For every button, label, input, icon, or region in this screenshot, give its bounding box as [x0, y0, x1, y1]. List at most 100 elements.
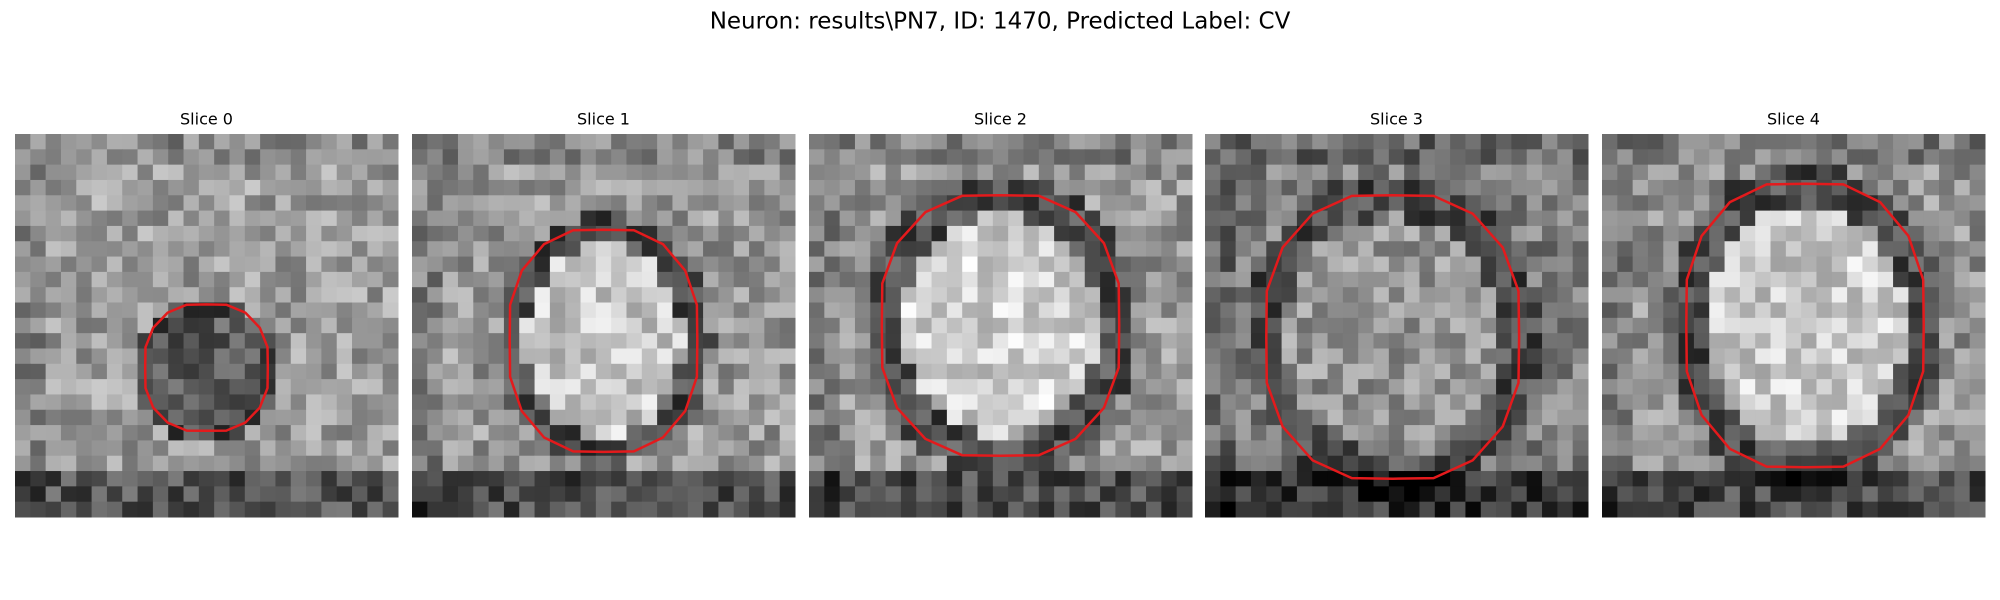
pixel: [15, 363, 31, 380]
pixel: [1632, 486, 1649, 503]
pixel: [76, 486, 93, 503]
pixel: [473, 440, 490, 457]
pixel: [1617, 210, 1634, 227]
pixel: [519, 271, 536, 288]
pixel: [1465, 425, 1482, 441]
pixel: [198, 287, 215, 304]
pixel: [442, 271, 459, 288]
pixel: [1785, 394, 1802, 411]
pixel: [1176, 348, 1193, 365]
pixel: [626, 425, 643, 441]
pixel: [977, 302, 994, 319]
pixel: [1816, 210, 1833, 227]
pixel: [1739, 271, 1756, 288]
pixel: [336, 271, 353, 288]
pixel: [1130, 409, 1147, 426]
pixel: [549, 455, 566, 472]
contour: [143, 303, 270, 433]
pixel: [1281, 455, 1298, 472]
pixel: [1281, 471, 1298, 487]
pixel: [1939, 471, 1955, 487]
pixel: [1602, 440, 1618, 457]
pixel: [183, 195, 200, 212]
pixel: [1724, 271, 1741, 288]
pixel: [992, 271, 1009, 288]
pixel: [442, 256, 459, 273]
pixel: [60, 134, 77, 150]
pixel: [214, 179, 230, 196]
pixel: [473, 256, 490, 273]
pixel: [382, 302, 399, 319]
pixel: [1801, 471, 1817, 487]
pixel: [870, 302, 887, 319]
pixel: [749, 210, 765, 227]
pixel: [1923, 486, 1940, 503]
pixel: [91, 486, 108, 503]
pixel: [442, 317, 459, 334]
pixel: [549, 409, 566, 426]
pixel: [626, 379, 643, 395]
pixel: [1831, 195, 1848, 212]
pixel: [1816, 287, 1833, 304]
pixel: [1023, 256, 1040, 273]
pixel: [977, 287, 994, 304]
slice-panel: Slice 3: [1205, 110, 1589, 518]
pixel: [367, 409, 384, 426]
pixel: [718, 317, 735, 334]
pixel: [168, 271, 185, 288]
pixel: [1816, 271, 1833, 288]
pixel: [885, 287, 902, 304]
pixel: [824, 348, 841, 365]
pixel: [1693, 501, 1710, 518]
pixel: [1785, 440, 1802, 457]
pixel: [1862, 302, 1879, 319]
pixel: [457, 363, 474, 380]
pixel: [703, 256, 719, 273]
pixel: [870, 379, 887, 395]
pixel: [473, 348, 490, 365]
pixel: [168, 348, 185, 365]
pixel: [1358, 317, 1375, 334]
pixel: [15, 394, 31, 411]
pixel: [1388, 271, 1405, 288]
pixel: [457, 287, 474, 304]
pixel: [457, 134, 474, 150]
pixel: [260, 302, 276, 319]
pixel: [442, 179, 459, 196]
pixel: [260, 241, 276, 258]
pixel: [931, 333, 948, 349]
pixel: [30, 256, 47, 273]
pixel: [900, 164, 917, 181]
pixel: [1893, 409, 1909, 426]
pixel: [672, 149, 689, 166]
pixel: [106, 134, 123, 150]
pixel: [260, 149, 276, 166]
pixel: [672, 302, 689, 319]
pixel: [1038, 241, 1055, 258]
pixel: [15, 149, 31, 166]
pixel: [382, 241, 399, 258]
pixel: [839, 363, 856, 380]
pixel: [687, 210, 704, 227]
pixel: [992, 195, 1009, 212]
pixel: [1480, 149, 1497, 166]
pixel: [565, 348, 582, 365]
pixel: [1893, 256, 1909, 273]
pixel: [91, 210, 108, 227]
pixel: [1557, 425, 1574, 441]
pixel: [764, 241, 781, 258]
pixel: [1542, 287, 1558, 304]
pixel: [1862, 394, 1879, 411]
pixel: [1785, 195, 1802, 212]
pixel: [168, 241, 185, 258]
pixel: [703, 471, 719, 487]
pixel: [275, 271, 292, 288]
pixel: [1969, 486, 1986, 503]
pixel: [168, 164, 185, 181]
pixel: [1450, 501, 1466, 518]
pixel: [427, 179, 444, 196]
pixel: [1893, 348, 1909, 365]
pixel: [1373, 210, 1390, 227]
pixel: [1450, 210, 1466, 227]
pixel: [580, 379, 597, 395]
